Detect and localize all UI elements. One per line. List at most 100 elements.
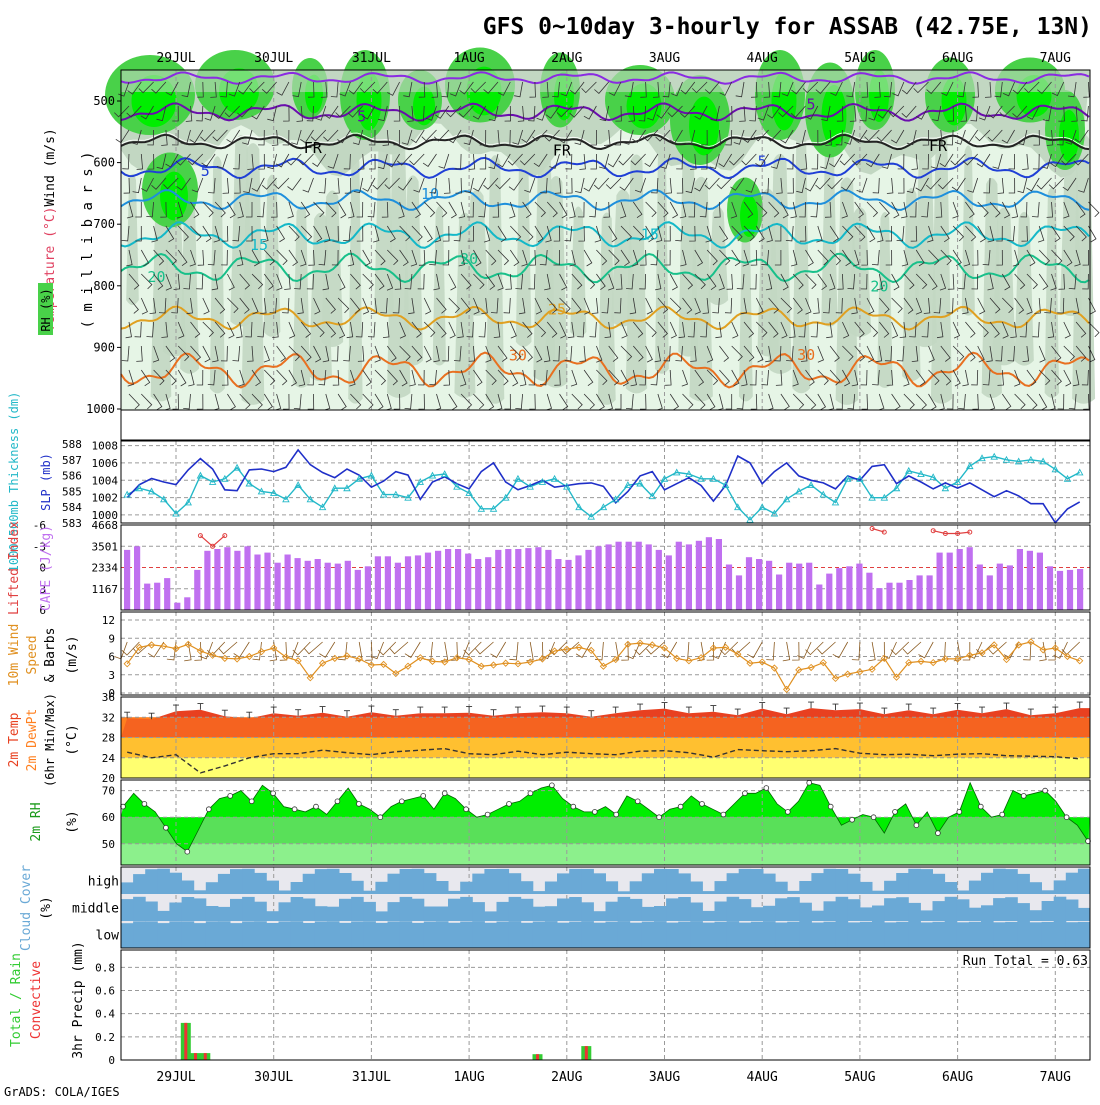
wind-barb-33-8: [528, 273, 536, 290]
cloud-bar-2-7: [205, 921, 219, 948]
rh-plume-19: [515, 134, 532, 347]
wind-barb-59-9: [851, 297, 858, 315]
wind-barb-4-2: [171, 129, 179, 146]
temp-max-marker-23: [685, 706, 692, 714]
wind-barb-14-9: [297, 297, 304, 315]
wind-barb-67-10: [952, 321, 961, 339]
wind-barb-46-3: [690, 153, 697, 170]
wind-barb-43-7: [650, 249, 659, 266]
wind-point-73: [1015, 641, 1023, 649]
wind-barb-43-1: [647, 105, 659, 121]
rh-point-60: [763, 785, 770, 791]
sfc-wind-barb-74: [1023, 641, 1032, 661]
wind-barb-71-13: [1001, 393, 1012, 411]
rh-plume-39: [913, 153, 937, 348]
wind-barb-14-7: [300, 249, 307, 267]
wind-barb-44-5: [669, 201, 679, 219]
wind-barb-41-7: [631, 249, 639, 267]
wind-barb-71-7: [996, 249, 1003, 266]
thickness-line: [126, 455, 1081, 521]
cloud-bar-0-63: [884, 880, 897, 894]
cape-bar-54: [665, 555, 672, 610]
wind-barb-40-5: [619, 201, 627, 219]
wind-barb-12-7: [276, 249, 288, 266]
wind-barb-12-5: [271, 201, 278, 218]
wind-barb-26-2: [433, 129, 450, 142]
wind-point-70: [978, 649, 986, 657]
wind-barb-9-4: [234, 177, 241, 194]
cape-bar-46: [585, 549, 592, 610]
rh-plume-14: [402, 175, 424, 366]
temp-contour-minus10: [120, 71, 1090, 85]
wind-barb-75-5: [1046, 201, 1054, 218]
wind-barb-12-11: [276, 345, 287, 362]
wind-barb-14-4: [287, 177, 302, 191]
cloud-bar-2-14: [290, 921, 304, 948]
wind-barb-43-10: [657, 321, 668, 338]
cape-bar-37: [495, 549, 502, 610]
wind-barb-53-0: [773, 81, 782, 98]
wind-barb-45-1: [667, 105, 683, 118]
rh-point-74: [913, 822, 920, 828]
temp-max-marker-12: [417, 706, 424, 714]
wind-barb-42-7: [640, 249, 647, 266]
cloud-bar-0-26: [435, 881, 449, 894]
slp-tick-label-1: 1006: [92, 457, 119, 470]
wind-barb-3-10: [161, 321, 168, 338]
wind-barb-39-11: [608, 345, 619, 362]
wind-barb-22-7: [399, 249, 409, 267]
cloud-bar-1-14: [290, 897, 304, 921]
wind-barb-72-11: [1007, 345, 1015, 362]
wind-barb-0-5: [126, 201, 134, 219]
wind-barb-27-3: [454, 153, 462, 170]
wind-barb-51-6: [755, 225, 765, 243]
rh-point-76: [935, 830, 941, 836]
cloud-bar-1-63: [884, 898, 897, 921]
wind-point-44: [660, 644, 669, 652]
wind-barb-16-11: [322, 345, 330, 363]
wind-barb-63-1: [888, 105, 905, 118]
rh-point-36: [506, 801, 512, 807]
thickness-point-57: [819, 490, 828, 498]
wind-barb-2-10: [146, 321, 154, 338]
wind-barb-57-3: [820, 153, 831, 169]
cloud-bar-1-27: [448, 898, 461, 921]
wind-barb-3-12: [165, 369, 177, 386]
sfc-wind-barb-71: [976, 641, 995, 655]
wind-barb-78-1: [1081, 105, 1089, 122]
wind-barb-77-0: [1067, 81, 1077, 98]
wind-barb-23-6: [411, 225, 423, 242]
wind-barb-0-8: [128, 273, 140, 290]
wind-barb-70-0: [984, 81, 992, 98]
panel-frame-slp: [120, 440, 1091, 524]
wind-barb-14-10: [300, 321, 312, 338]
wind-barb-77-4: [1062, 177, 1077, 191]
contour-label-0: 5: [357, 108, 366, 126]
wind-barb-78-12: [1081, 369, 1089, 386]
wind-barb-77-13: [1068, 393, 1077, 410]
wind-barb-61-5: [879, 201, 890, 218]
wind-barb-3-8: [165, 273, 172, 291]
wind-barb-11-1: [251, 105, 265, 120]
wind-point-31: [502, 659, 510, 667]
cloud-bar-0-9: [230, 869, 243, 894]
rh-point-84: [1020, 793, 1027, 799]
wind-barb-59-12: [851, 369, 859, 387]
wind-barb-71-4: [997, 177, 1005, 194]
wind-barb-4-11: [177, 345, 190, 362]
cloud-bar-1-74: [1017, 903, 1030, 921]
wind-barb-28-11: [468, 345, 476, 362]
wind-barb-31-7: [509, 249, 520, 267]
rh-bright-7: [626, 83, 662, 129]
cloud-bar-1-29: [472, 902, 485, 921]
cloud-bar-2-67: [932, 921, 946, 948]
rh-bright-8: [689, 96, 719, 156]
wind-barb-78-6: [1088, 225, 1097, 243]
temp-contour-plus20: [120, 252, 1090, 284]
thickness-point-27: [453, 482, 461, 490]
wind-barb-42-1: [638, 105, 646, 122]
wind-barb-61-3: [865, 153, 880, 168]
wind-barb-69-2: [963, 129, 979, 143]
wind-barb-77-12: [1072, 369, 1080, 387]
sfc-wind-barb-73: [1003, 641, 1020, 659]
